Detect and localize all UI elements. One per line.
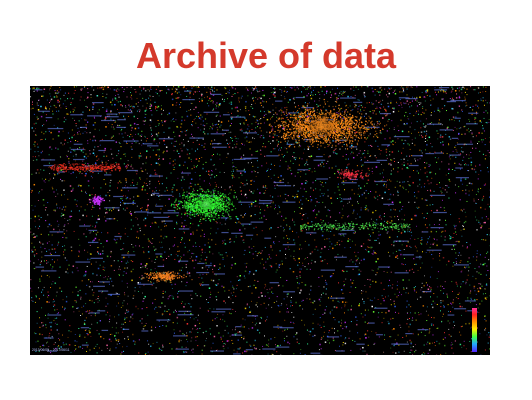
color-legend xyxy=(472,302,488,352)
color-scale-bar xyxy=(472,308,477,352)
date-range-label: 2013/06/05 – 2017/06/11 xyxy=(32,348,70,352)
point-cloud-canvas xyxy=(30,86,490,355)
slide-title: Archive of data xyxy=(135,35,397,76)
data-archive-visualization: 2013/06/05 – 2017/06/11 xyxy=(30,86,490,355)
